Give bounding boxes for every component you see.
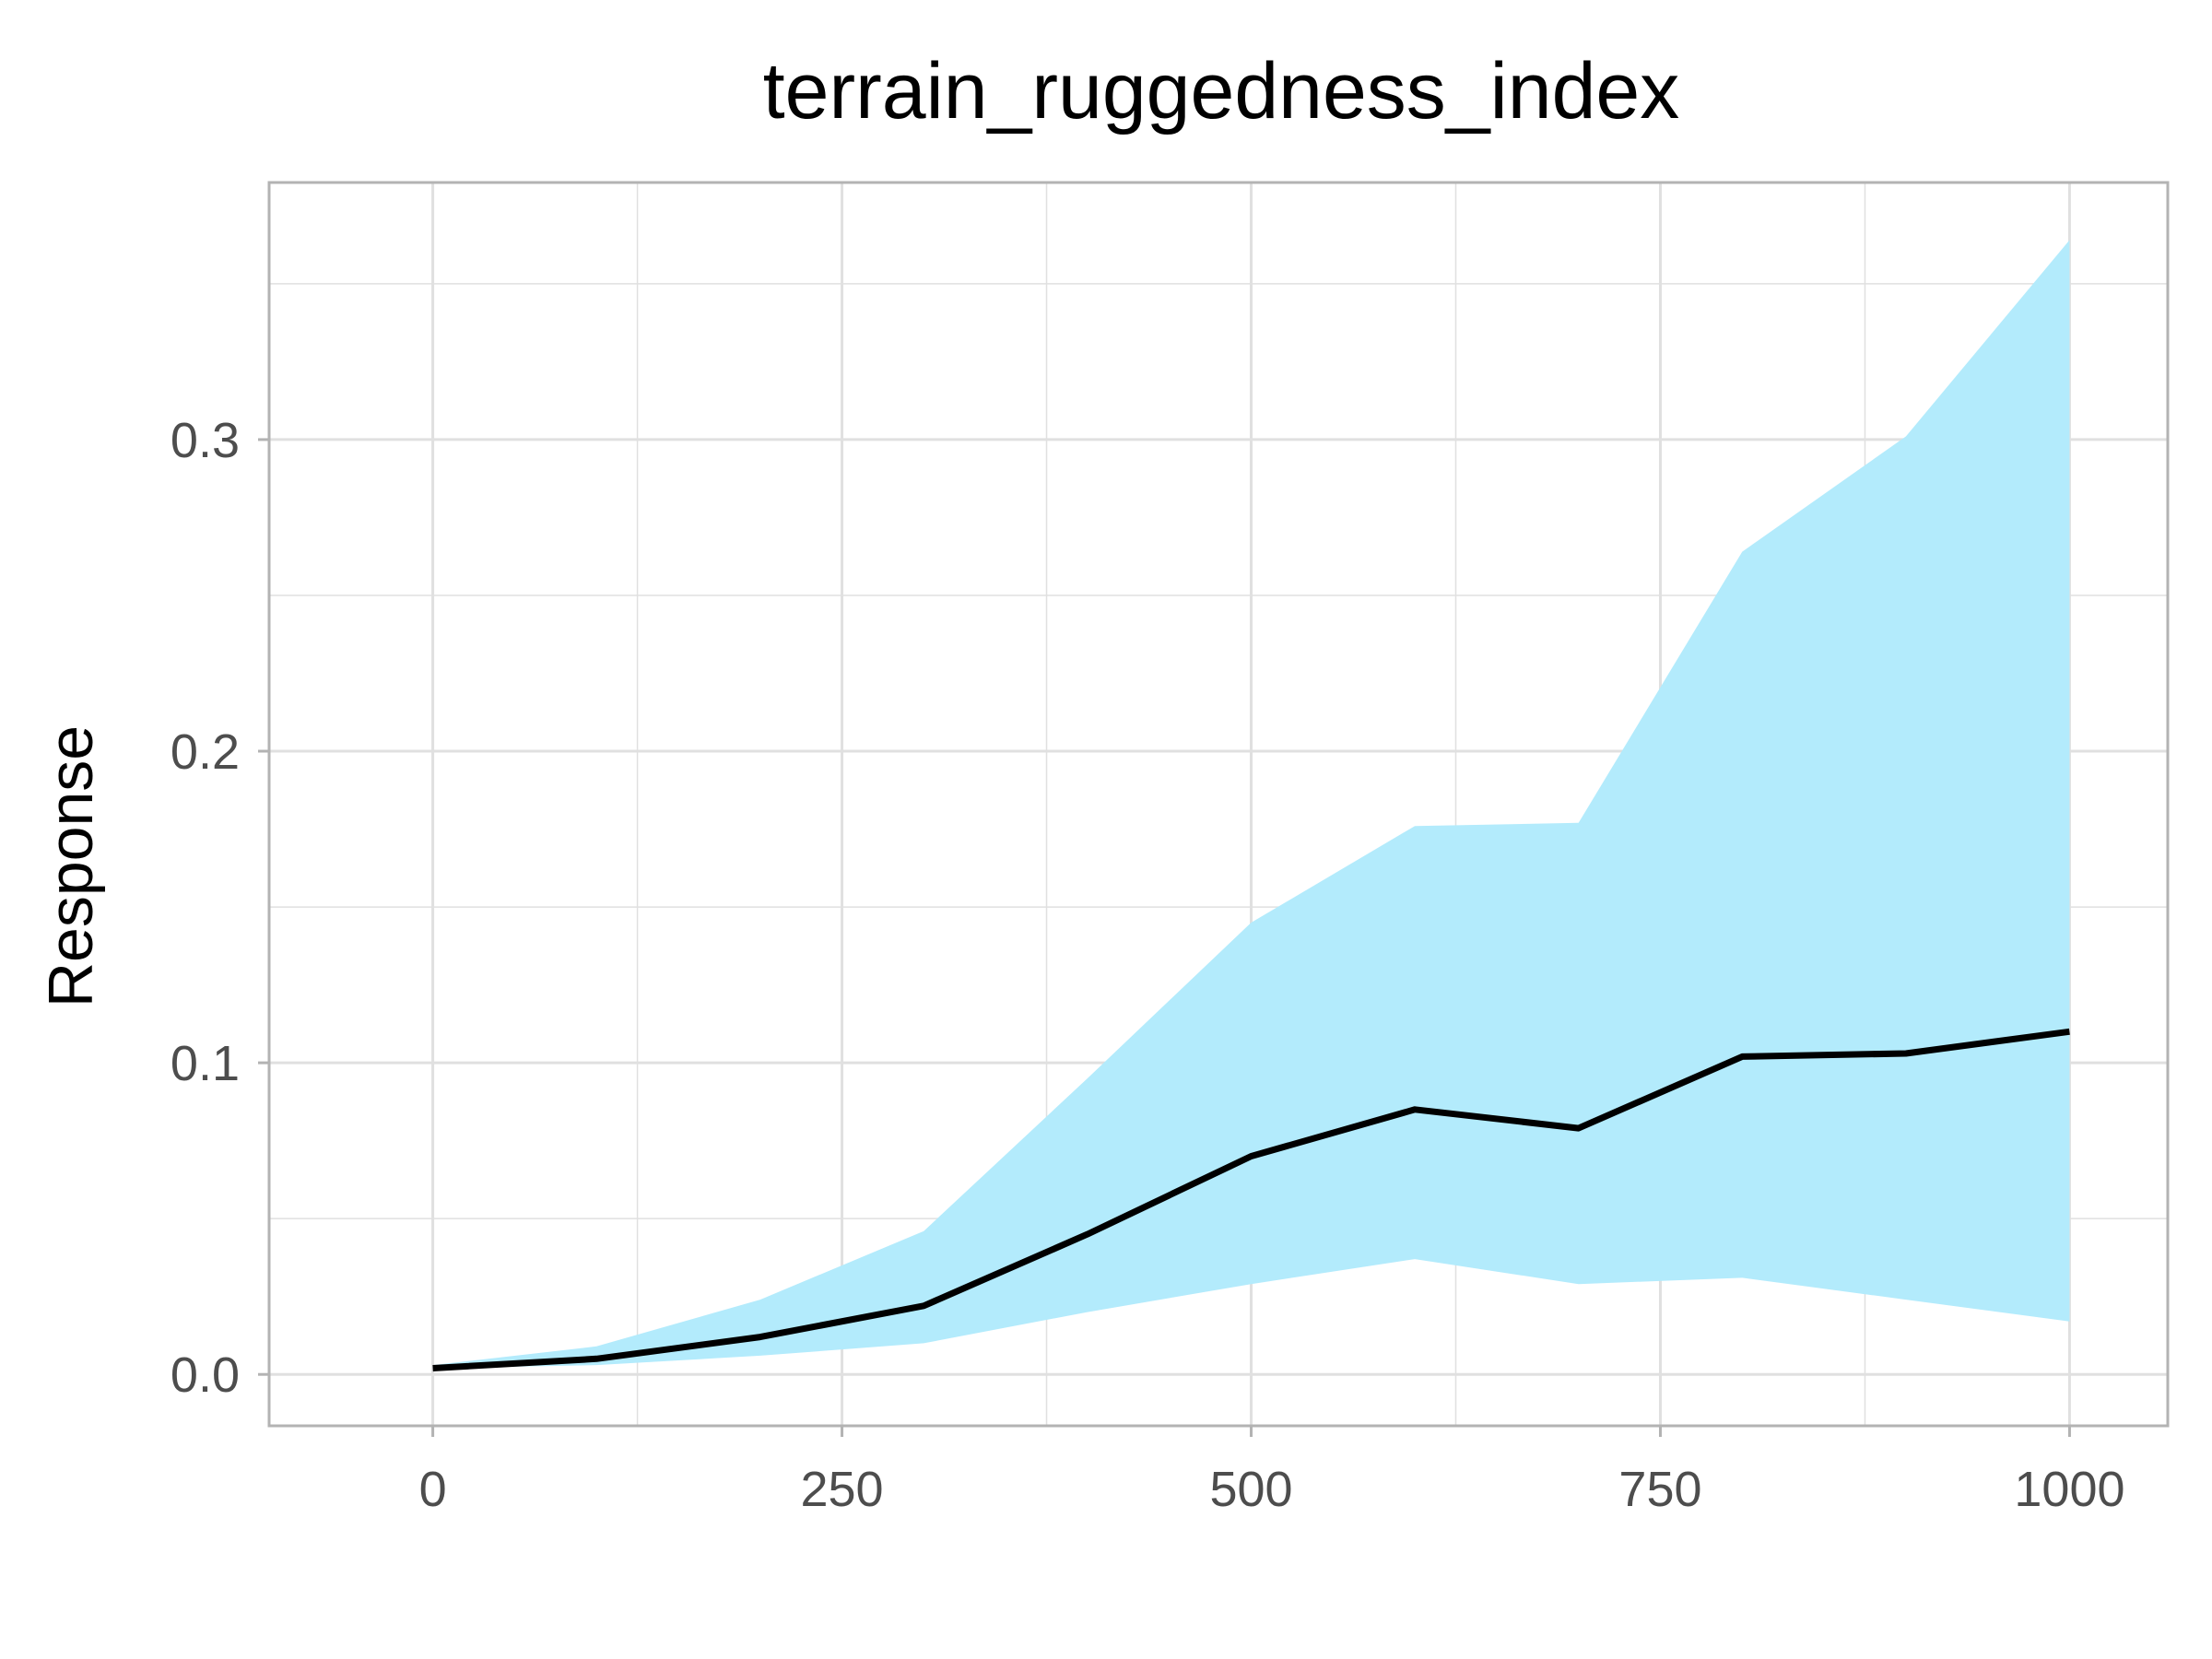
x-tick-label: 500	[1209, 1462, 1292, 1517]
chart-title: terrain_ruggedness_index	[763, 47, 1679, 135]
y-tick-label: 0.3	[171, 413, 240, 468]
x-tick-label: 750	[1618, 1462, 1701, 1517]
y-tick-label: 0.1	[171, 1036, 240, 1091]
x-tick-label: 1000	[2014, 1462, 2124, 1517]
y-tick-label: 0.2	[171, 724, 240, 780]
plot-frame	[267, 181, 2170, 1428]
response-line	[432, 1028, 2070, 1371]
y-tick-label: 0.0	[171, 1347, 240, 1403]
x-axis-ticks: 0 250 500 750 1000	[419, 1426, 2125, 1517]
y-axis-label: Response	[36, 725, 106, 1007]
x-tick-label: 0	[419, 1462, 447, 1517]
y-axis-ticks: 0.0 0.1 0.2 0.3	[171, 413, 269, 1403]
confidence-band-area	[432, 240, 2070, 1369]
confidence-band	[432, 240, 2070, 1369]
response-line-series	[432, 1028, 2070, 1371]
x-tick-label: 250	[800, 1462, 883, 1517]
